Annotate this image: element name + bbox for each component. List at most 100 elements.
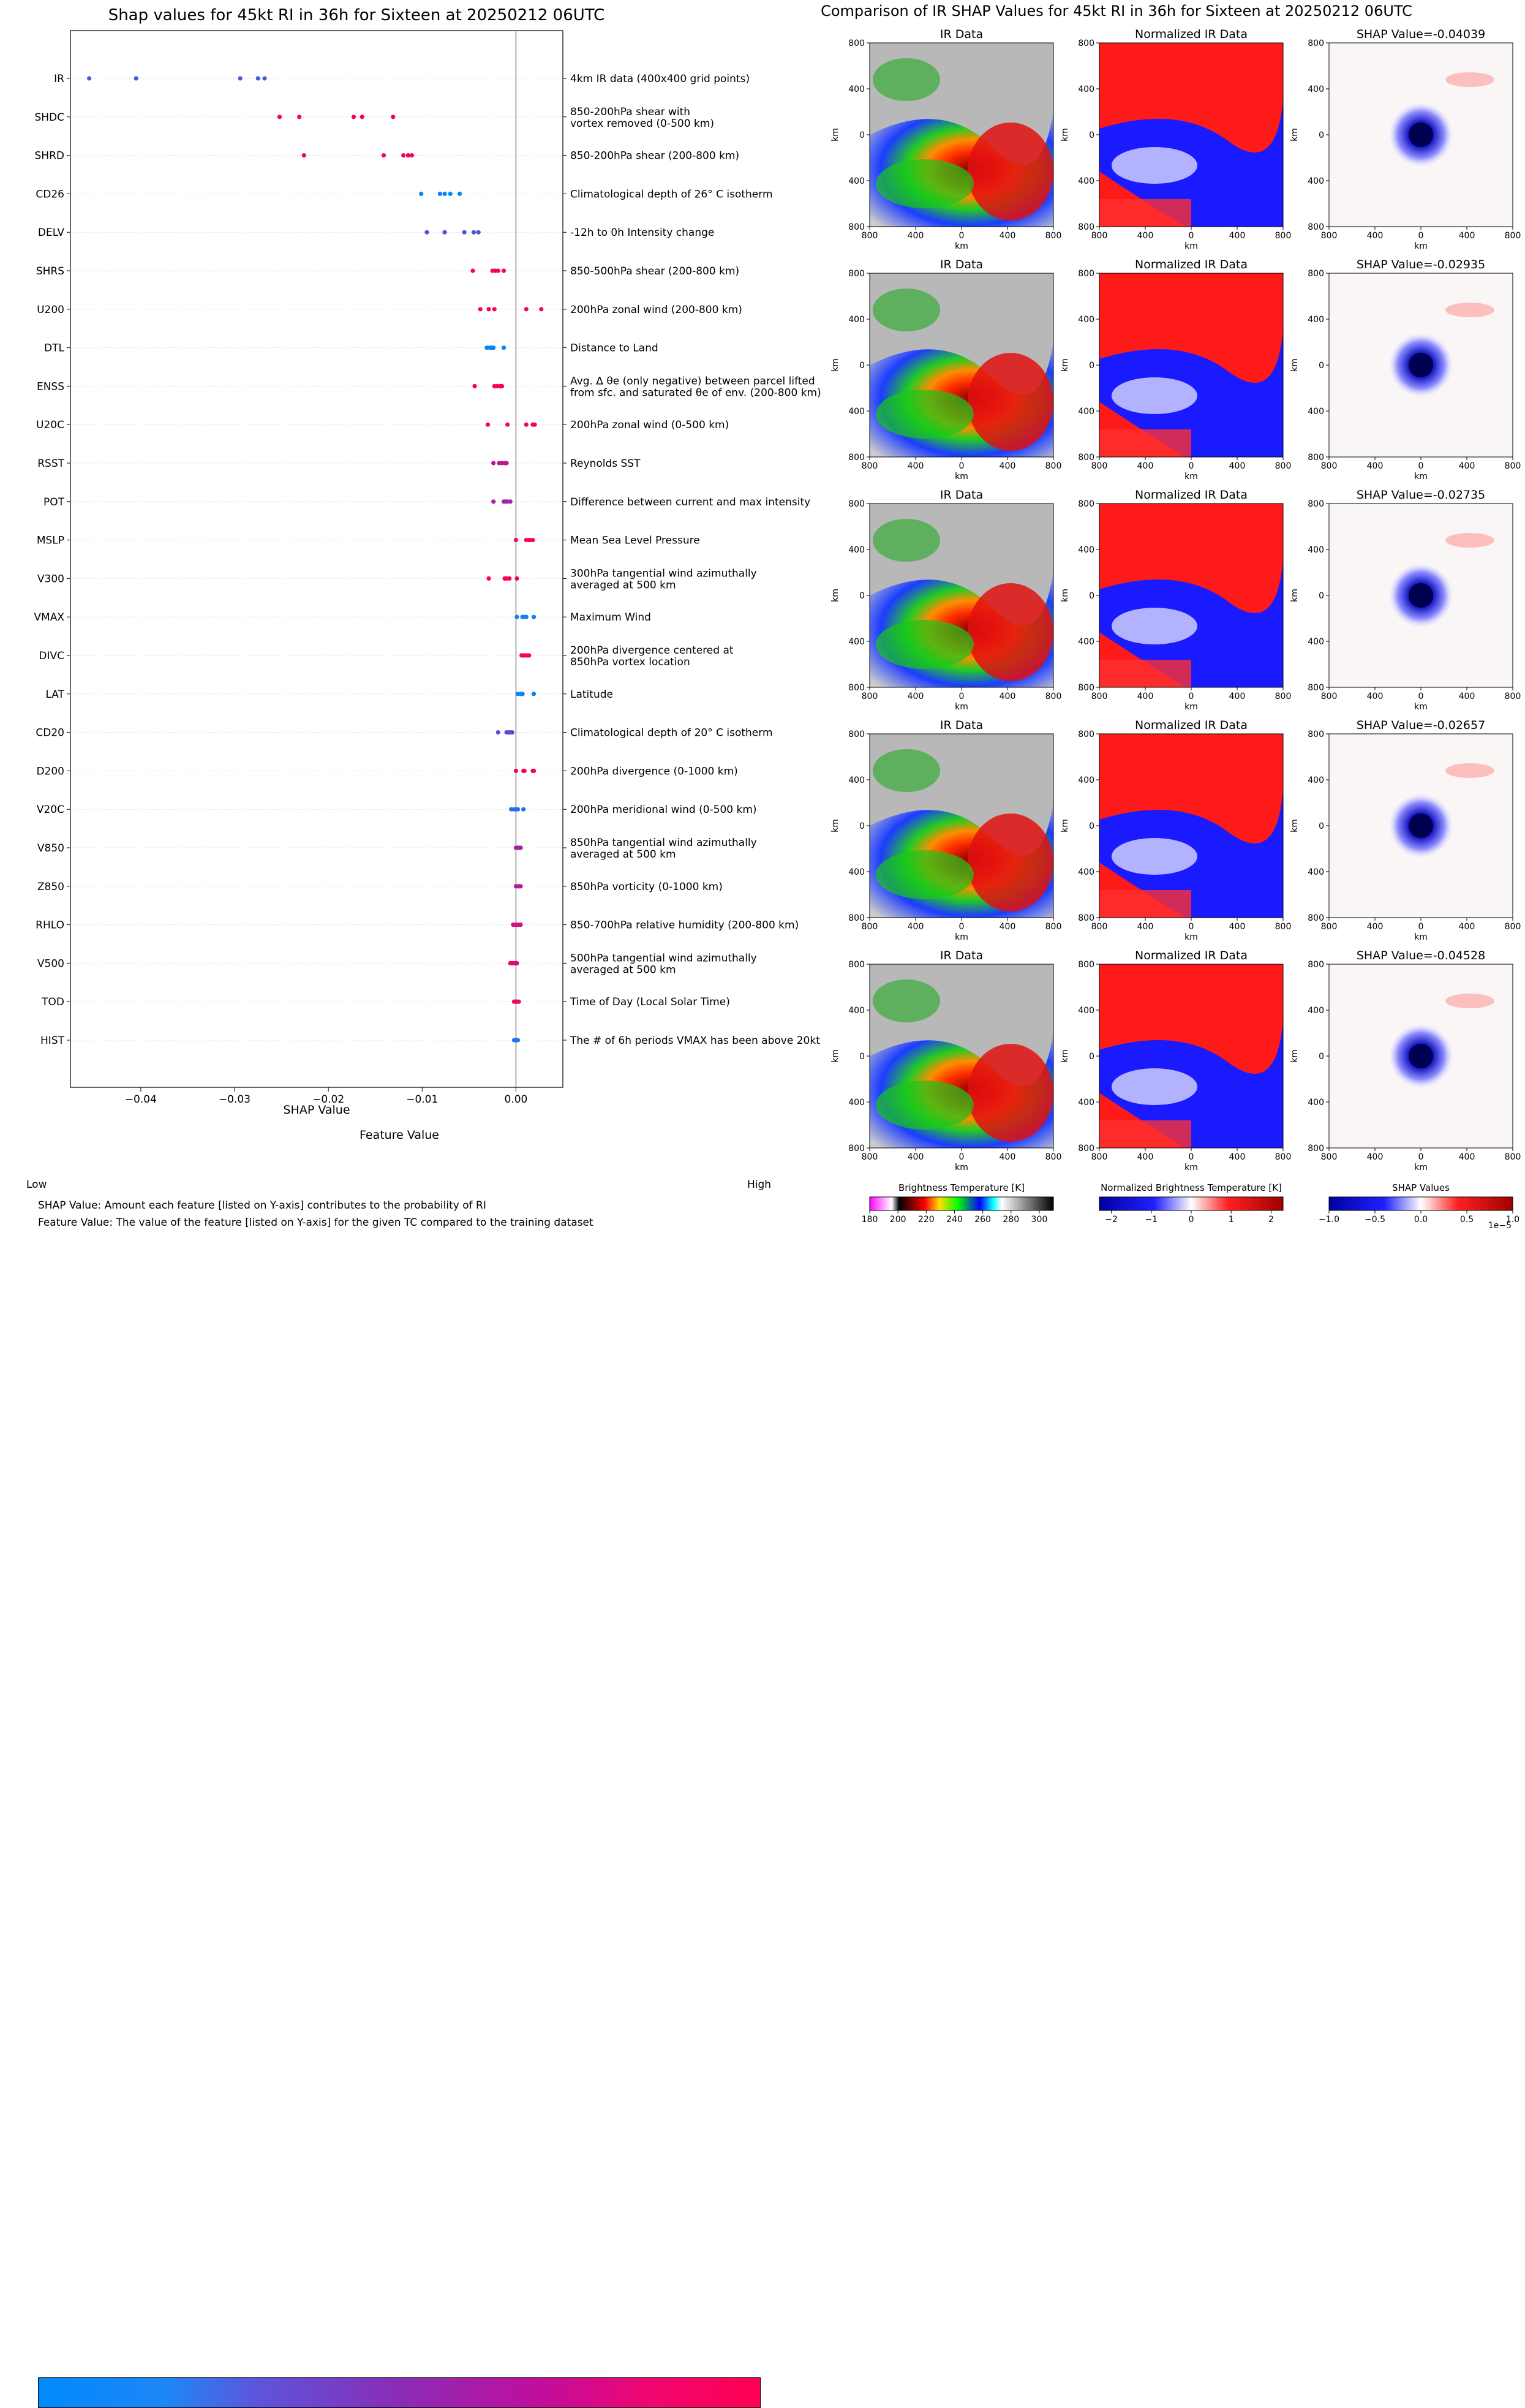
shap-point (457, 191, 462, 196)
shap-point (516, 999, 521, 1004)
shap-point (514, 576, 519, 581)
feature-desc-tod: Time of Day (Local Solar Time) (570, 996, 730, 1008)
panel-x-axis-label: km (1184, 241, 1198, 251)
feature-desc-hist: The # of 6h periods VMAX has been above … (570, 1035, 820, 1047)
shap-point (424, 230, 429, 235)
shap-point (510, 730, 514, 735)
panel-x-tick-label: 0 (959, 922, 965, 932)
panel-x-tick-label: 400 (1459, 1152, 1475, 1162)
panel-title: SHAP Value=-0.04039 (1357, 28, 1485, 41)
panel-y-tick-label: 800 (1308, 1144, 1324, 1153)
panel-title: IR Data (940, 28, 983, 41)
panel-x-tick-label: 400 (1000, 231, 1016, 241)
shap-positive-patch (1445, 72, 1494, 87)
panel-x-tick-label: 0 (959, 231, 965, 241)
panel-y-tick-label: 800 (1308, 499, 1324, 509)
shap-point (470, 268, 475, 273)
feature-label-v850: V850 (37, 842, 64, 855)
feature-desc-shrs: 850-500hPa shear (200-800 km) (570, 265, 739, 277)
panel-y-tick-label: 800 (1308, 960, 1324, 970)
norm-band (1112, 1068, 1197, 1105)
feature-desc-vmax: Maximum Wind (570, 611, 651, 624)
panel-x-tick-label: 800 (862, 1152, 878, 1162)
feature-label-divc: DIVC (39, 650, 64, 662)
colorbar-tick-label: 0 (1189, 1215, 1194, 1225)
panel-y-tick-label: 800 (1078, 960, 1094, 970)
shap-point (401, 153, 406, 158)
panel-y-tick-label: 800 (1308, 222, 1324, 232)
panel-shap-0: SHAP Value=-0.04039800800400400004004008… (1290, 28, 1521, 251)
feature-descriptions: 4km IR data (400x400 grid points) 850-200… (570, 73, 821, 1047)
panel-y-tick-label: 800 (848, 269, 865, 279)
feature-value-gradient (38, 2377, 761, 2408)
panel-y-tick-label: 800 (1078, 683, 1094, 693)
panel-x-tick-label: 800 (1505, 1152, 1521, 1162)
feature-value-colorbar-title: Feature Value (359, 1128, 439, 1142)
shap-point (485, 422, 491, 427)
panel-y-axis-label: km (1060, 819, 1070, 832)
panel-x-tick-label: 800 (1321, 692, 1338, 701)
panel-x-tick-label: 400 (1229, 922, 1246, 932)
panel-y-tick-label: 0 (1319, 821, 1324, 831)
colorbar-tick-label: 2 (1268, 1215, 1274, 1225)
panel-x-tick-label: 400 (1137, 1152, 1154, 1162)
norm-colorbar-ticks: −2 −1 0 1 2 (1105, 1210, 1274, 1225)
shap-point (518, 923, 523, 927)
feature-label-rsst: RSST (37, 458, 64, 470)
panel-norm-2: Normalized IR Data8008004004000040040080… (1060, 488, 1291, 712)
panel-x-tick-label: 400 (1229, 692, 1246, 701)
panel-shap-3: SHAP Value=-0.02657800800400400004004008… (1290, 719, 1521, 942)
feature-desc-shdc: vortex removed (0-500 km) (570, 118, 714, 130)
panel-x-axis-label: km (1414, 932, 1428, 942)
panel-y-tick-label: 400 (1308, 776, 1324, 785)
shap-core-center (1409, 353, 1433, 377)
shap-point (255, 76, 260, 81)
colorbar-tick-label: 260 (974, 1215, 991, 1225)
panel-x-tick-label: 400 (1137, 461, 1154, 471)
panel-x-tick-label: 400 (1367, 461, 1384, 471)
feature-desc-v300: 300hPa tangential wind azimuthally (570, 567, 757, 579)
shap-point (491, 461, 496, 466)
shap-point (472, 383, 477, 389)
shap-value-note: SHAP Value: Amount each feature [listed … (38, 1199, 486, 1212)
panel-y-tick-label: 400 (1308, 545, 1324, 555)
panel-y-tick-label: 400 (1078, 315, 1094, 325)
shap-point (508, 499, 513, 504)
panel-x-tick-label: 400 (1367, 692, 1384, 701)
panel-title: Normalized IR Data (1135, 949, 1248, 962)
panel-x-tick-label: 800 (1321, 461, 1338, 471)
panel-y-tick-label: 0 (859, 591, 865, 601)
panel-x-tick-label: 800 (1091, 461, 1108, 471)
shap-colorbar-gradient (1328, 1196, 1513, 1211)
panel-y-axis-label: km (1060, 358, 1070, 372)
panel-title: IR Data (940, 949, 983, 962)
panel-y-tick-label: 400 (848, 776, 865, 785)
feature-desc-v20c: 200hPa meridional wind (0-500 km) (570, 804, 757, 816)
feature-desc-shrd: 850-200hPa shear (200-800 km) (570, 150, 739, 162)
norm-warm-strip (1099, 199, 1191, 227)
feature-label-shrd: SHRD (35, 150, 64, 162)
panel-x-tick-label: 0 (1418, 692, 1424, 701)
panel-y-axis-label: km (1060, 589, 1070, 602)
shap-point (505, 422, 510, 427)
panel-x-tick-label: 0 (1418, 461, 1424, 471)
shap-point (301, 153, 306, 158)
panel-x-axis-label: km (1184, 472, 1198, 481)
feature-desc-v850: averaged at 500 km (570, 848, 676, 861)
panel-x-tick-label: 800 (1321, 1152, 1338, 1162)
panel-y-tick-label: 800 (1078, 730, 1094, 739)
panel-x-tick-label: 400 (908, 231, 924, 241)
ir-comparison-panel: Comparison of IR SHAP Values for 45kt RI… (821, 0, 1525, 1231)
panel-shap-1: SHAP Value=-0.02935800800400400004004008… (1290, 258, 1521, 481)
shap-point (442, 230, 447, 235)
shap-point (524, 307, 529, 312)
panel-y-tick-label: 800 (1078, 499, 1094, 509)
panel-x-tick-label: 800 (1505, 692, 1521, 701)
feature-label-mslp: MSLP (37, 535, 64, 547)
feature-label-pot: POT (43, 496, 65, 508)
panel-title: SHAP Value=-0.02657 (1357, 719, 1485, 732)
shap-point (448, 191, 453, 196)
panel-y-tick-label: 0 (859, 361, 865, 371)
panel-x-tick-label: 0 (1418, 1152, 1424, 1162)
shap-point (405, 153, 410, 158)
